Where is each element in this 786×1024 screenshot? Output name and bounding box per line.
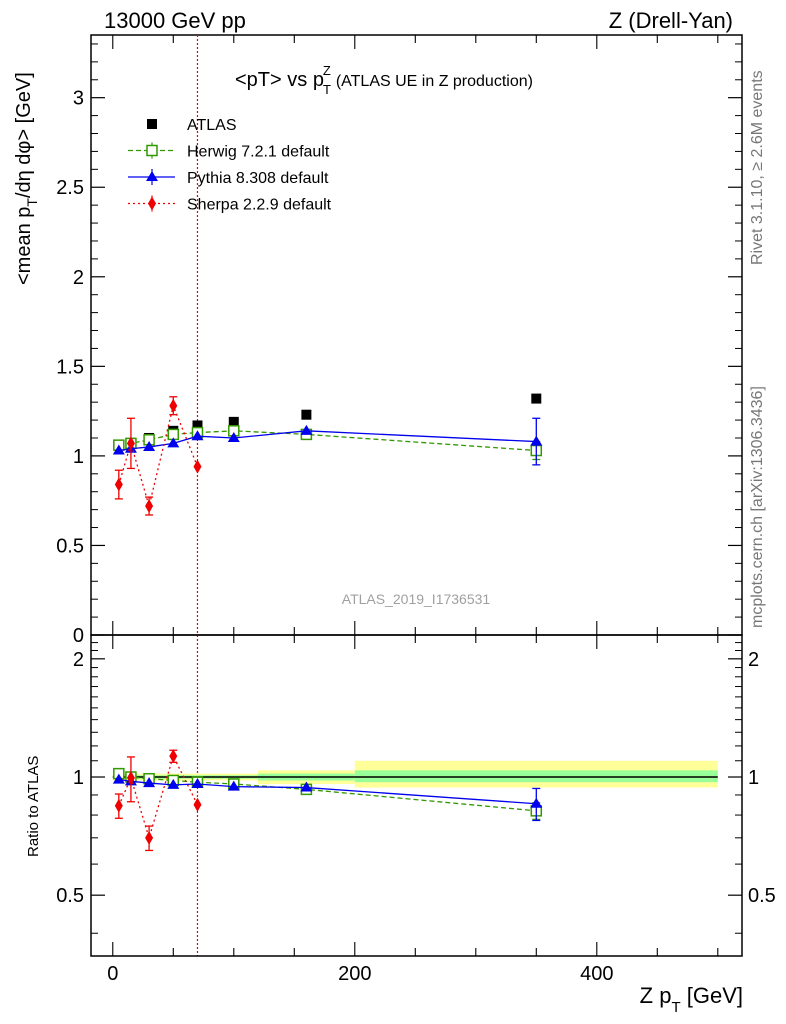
ratio-ytick-label: 0.5 <box>56 885 84 907</box>
main-atlas-point <box>192 420 203 431</box>
ratio-pythia-point <box>191 777 204 788</box>
main-ylabel: <mean pT/dη dφ> [GeV] <box>13 72 40 285</box>
main-sherpa-point <box>114 477 123 492</box>
ratio-ytick-label-right: 0.5 <box>748 885 776 907</box>
ratio-sherpa-point <box>169 749 178 764</box>
main-panel: 0 0.5 1 1.5 2 2.5 3 ATLAS Herwig 7.2.1 default Py… <box>56 34 743 956</box>
header-left: 13000 GeV pp <box>104 8 246 33</box>
xlabel: Z pT [GeV] <box>640 983 743 1016</box>
mcplots-label: mcplots.cern.ch [arXiv:1306.3436] <box>749 386 766 628</box>
main-pythia-point <box>143 440 156 451</box>
ratio-pythia-point <box>143 777 156 788</box>
main-atlas-point <box>301 409 312 420</box>
main-pythia-line <box>118 430 537 452</box>
ratio-panel: 0.5 0.5 1 1 2 2 0 200 400 <box>56 634 776 985</box>
main-herwig-line <box>118 430 537 452</box>
main-pythia-point <box>530 435 543 446</box>
ratio-pythia-point <box>227 780 240 791</box>
main-ytick-label: 0 <box>73 625 84 647</box>
xlabel-pre: Z p <box>640 983 672 1008</box>
main-ylabel-post: /dη dφ> [GeV] <box>13 72 35 198</box>
ratio-sherpa-point <box>145 830 154 845</box>
ratio-sherpa-point <box>114 798 123 813</box>
legend-pythia-marker <box>146 171 158 181</box>
main-atlas-point <box>228 416 239 427</box>
ratio-sherpa-point <box>126 770 135 785</box>
ratio-ytick-label: 1 <box>73 767 84 789</box>
main-ytick-label: 1.5 <box>56 356 84 378</box>
main-ytick-label: 2.5 <box>56 177 84 199</box>
legend-pythia-label: Pythia 8.308 default <box>187 170 329 187</box>
ratio-pythia-point <box>167 778 180 789</box>
header-right: Z (Drell-Yan) <box>609 8 733 33</box>
ratio-xtick-label: 400 <box>580 963 613 985</box>
ratio-ytick-label-right: 2 <box>748 649 759 671</box>
legend-item-herwig: Herwig 7.2.1 default <box>128 142 330 161</box>
legend-sherpa-marker <box>148 196 156 211</box>
main-sherpa-point <box>145 499 154 514</box>
xlabel-sub: T <box>671 999 680 1016</box>
rivet-label: Rivet 3.1.10, ≥ 2.6M events <box>749 70 766 265</box>
main-ytick-label: 0.5 <box>56 535 84 557</box>
analysis-watermark: ATLAS_2019_I1736531 <box>342 591 491 607</box>
ratio-xtick-label: 200 <box>338 963 371 985</box>
ratio-xtick-label: 0 <box>107 963 118 985</box>
main-ytick-label: 1 <box>73 446 84 468</box>
main-pythia-point <box>167 437 180 448</box>
main-pythia-point <box>112 444 125 455</box>
plot-title-rest: (ATLAS UE in Z production) <box>336 73 533 90</box>
main-ylabel-pre: <mean p <box>13 207 35 285</box>
main-ytick-label: 3 <box>73 88 84 110</box>
ratio-pythia-point <box>300 781 313 792</box>
main-sherpa-point <box>193 459 202 474</box>
xlabel-post: [GeV] <box>681 983 743 1008</box>
main-pythia-point <box>227 431 240 442</box>
legend-atlas-marker <box>147 119 157 129</box>
main-ytick-label: 2 <box>73 267 84 289</box>
legend-item-sherpa: Sherpa 2.2.9 default <box>128 195 332 214</box>
main-sherpa-point <box>126 436 135 451</box>
ratio-ylabel: Ratio to ATLAS <box>25 756 42 857</box>
plot-title-main: <pT> vs p <box>235 69 324 91</box>
plot-title-sup: Z <box>323 63 331 78</box>
main-pythia-point <box>191 430 204 441</box>
ratio-pythia-point <box>112 773 125 784</box>
plot-title-sub: T <box>323 82 331 97</box>
ratio-ytick-label: 2 <box>73 649 84 671</box>
ratio-ytick-label-right: 1 <box>748 767 759 789</box>
legend-herwig-label: Herwig 7.2.1 default <box>187 144 330 161</box>
legend-herwig-marker <box>146 144 158 157</box>
ratio-sherpa-line <box>118 754 199 841</box>
main-ylabel-sub: T <box>24 198 40 207</box>
main-atlas-point <box>531 393 542 404</box>
ratio-sherpa-point <box>193 797 202 812</box>
ratio-pythia-point <box>530 797 543 808</box>
legend-item-atlas: ATLAS <box>147 117 237 134</box>
ratio-frame <box>90 634 743 957</box>
legend-atlas-label: ATLAS <box>187 117 237 134</box>
legend-item-pythia: Pythia 8.308 default <box>128 169 329 187</box>
main-pythia-point <box>300 424 313 435</box>
main-sherpa-point <box>169 398 178 413</box>
legend-sherpa-label: Sherpa 2.2.9 default <box>187 197 332 214</box>
plot-title: <pT> vs pTZ (ATLAS UE in Z production) <box>235 63 533 97</box>
